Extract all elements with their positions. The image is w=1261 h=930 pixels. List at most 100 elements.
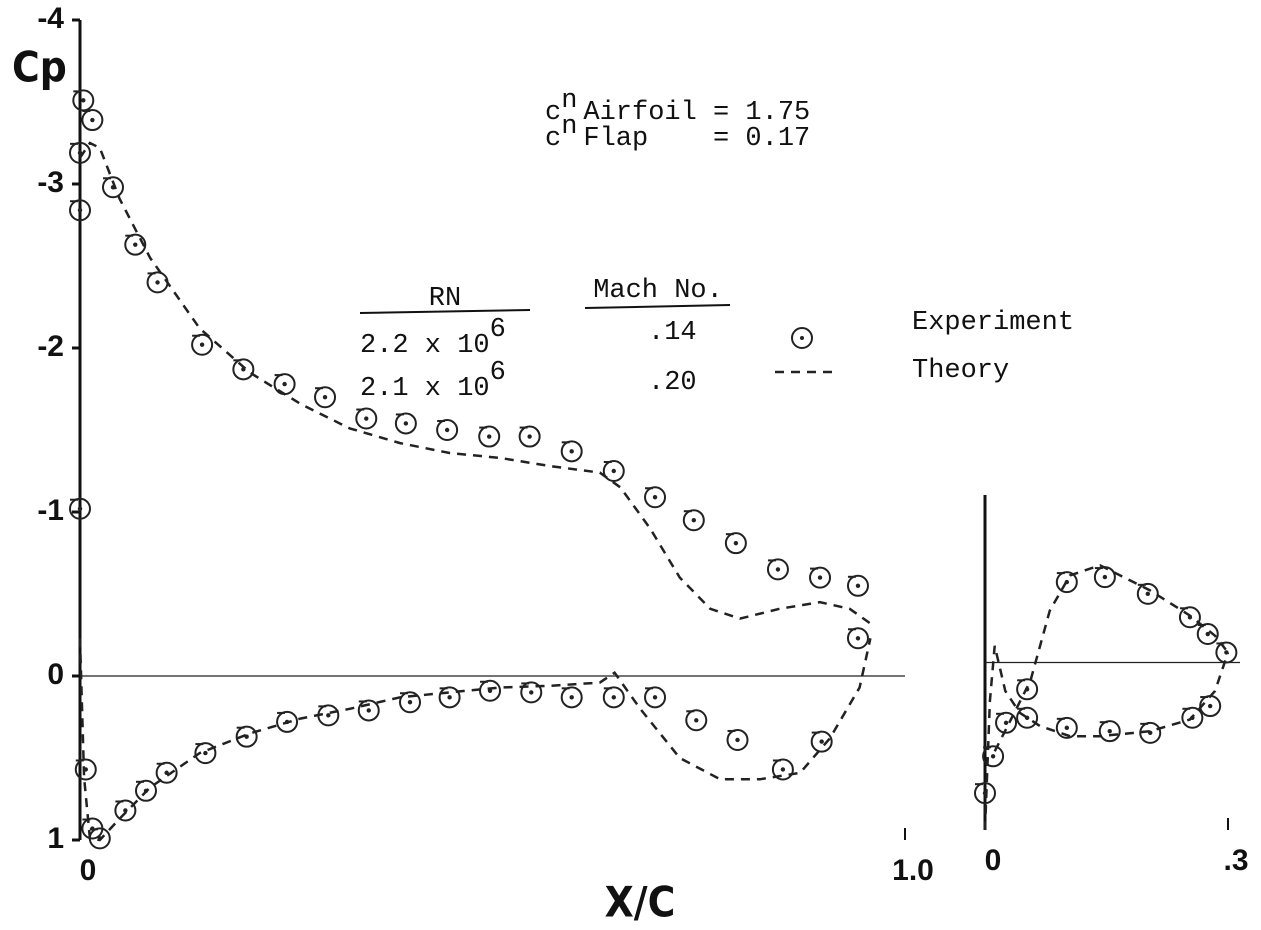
- y-tick-label: -4: [37, 2, 64, 35]
- y-tick-label: -2: [37, 330, 64, 363]
- data-point: [809, 566, 832, 589]
- data-point: [191, 333, 214, 356]
- marker-dot: [487, 434, 492, 439]
- marker-dot: [1003, 720, 1009, 725]
- legend-label: Experiment: [912, 308, 1074, 338]
- symbol: c: [545, 124, 561, 154]
- marker-dot: [77, 506, 83, 511]
- marker: [191, 333, 214, 356]
- data-point: [1178, 606, 1201, 629]
- marker-dot: [733, 540, 739, 546]
- data-point: [685, 709, 708, 732]
- marker-dot: [569, 449, 574, 454]
- marker: [232, 358, 255, 381]
- data-point: [560, 440, 583, 463]
- marker-dot: [77, 208, 83, 213]
- marker: [1098, 720, 1121, 743]
- marker: [1055, 571, 1078, 594]
- marker: [1016, 706, 1039, 729]
- underline: [359, 309, 531, 314]
- data-point: [846, 574, 869, 597]
- marker-dot: [990, 754, 996, 759]
- marker-dot: [780, 767, 786, 772]
- y-tick-label: -3: [37, 166, 64, 199]
- data-point: [1136, 582, 1159, 605]
- legend-mach: .20: [648, 368, 697, 398]
- annotation: cn Flap = 0.17: [545, 112, 810, 154]
- marker-dot: [817, 575, 823, 580]
- marker: [644, 686, 667, 709]
- marker: [1215, 641, 1238, 664]
- marker: [438, 686, 461, 709]
- marker-dot: [569, 695, 574, 700]
- marker: [235, 725, 258, 748]
- marker: [135, 779, 157, 802]
- subscript: n: [561, 86, 577, 116]
- marker: [846, 627, 869, 650]
- data-point: [69, 199, 91, 222]
- data-point: [518, 425, 541, 448]
- marker-dot: [90, 117, 95, 123]
- data-point: [846, 627, 869, 650]
- marker: [644, 486, 667, 509]
- marker: [846, 574, 869, 597]
- marker-dot: [527, 434, 532, 439]
- marker-dot: [694, 718, 699, 723]
- data-point: [114, 799, 137, 822]
- data-point: [399, 691, 421, 714]
- data-point: [438, 686, 461, 709]
- theory-line: [983, 563, 1230, 831]
- marker-dot: [1205, 631, 1210, 637]
- marker: [1178, 606, 1201, 629]
- x-tick-label: 0: [985, 844, 1002, 877]
- data-point: [771, 758, 794, 781]
- marker-dot: [611, 695, 616, 700]
- data-point: [1055, 716, 1078, 739]
- marker-dot: [203, 750, 208, 756]
- data-point: [124, 233, 147, 256]
- data-point: [232, 358, 255, 381]
- legend-header: RN: [429, 284, 461, 314]
- marker: [809, 566, 832, 589]
- y-tick-label: -1: [37, 494, 64, 527]
- marker-dot: [1145, 591, 1151, 597]
- x-tick-label: 0: [80, 854, 97, 887]
- symbol: c: [545, 98, 561, 128]
- marker: [114, 799, 137, 822]
- data-point: [726, 728, 749, 751]
- y-axis-label: Cp: [12, 43, 67, 92]
- marker: [682, 509, 705, 532]
- marker: [155, 761, 178, 784]
- marker: [995, 711, 1018, 734]
- marker: [982, 745, 1005, 768]
- annotation: cn Airfoil = 1.75: [545, 86, 810, 128]
- rn-exponent: 6: [490, 315, 506, 345]
- marker: [69, 497, 91, 520]
- data-point: [766, 558, 789, 581]
- marker-dot: [611, 468, 616, 474]
- marker-dot: [735, 737, 740, 743]
- marker: [74, 758, 97, 781]
- marker: [276, 710, 299, 733]
- data-point: [194, 742, 217, 765]
- marker: [602, 686, 625, 709]
- underline: [584, 304, 731, 309]
- data-point: [810, 730, 833, 753]
- marker: [518, 425, 541, 448]
- data-point: [355, 407, 378, 430]
- marker-dot: [447, 695, 452, 700]
- legend-rn: 2.1 x 106: [360, 358, 506, 404]
- marker-dot: [199, 342, 205, 347]
- marker-dot: [123, 808, 128, 813]
- annotation-text: Flap = 0.17: [583, 124, 810, 154]
- legend-rn: 2.2 x 106: [360, 315, 506, 361]
- marker-dot: [322, 395, 328, 400]
- marker-dot: [444, 427, 450, 433]
- marker: [560, 440, 583, 463]
- marker-dot: [326, 713, 331, 718]
- data-point: [1139, 721, 1162, 744]
- data-point: [478, 425, 501, 448]
- marker: [810, 730, 833, 753]
- marker: [685, 709, 708, 732]
